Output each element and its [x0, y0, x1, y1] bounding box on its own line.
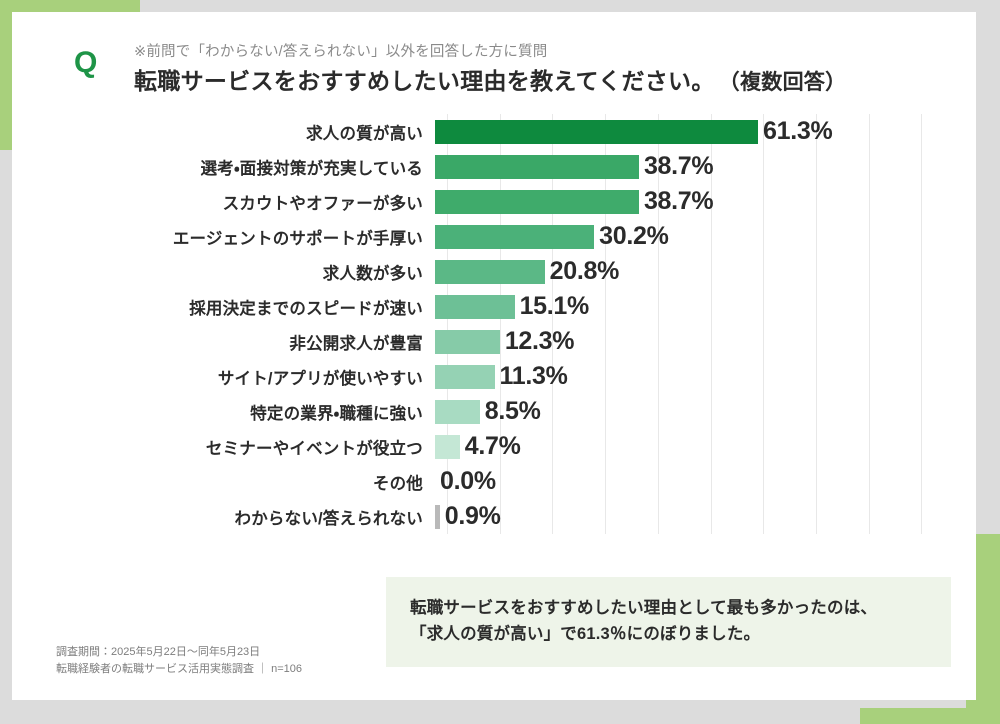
chart-value-label: 15.1% [519, 292, 590, 320]
footer-notes: 調査期間：2025年5月22日〜同年5月23日 転職経験者の転職サービス活用実態… [56, 644, 386, 677]
chart-category-label: 採用決定までのスピードが速い [189, 299, 423, 318]
chart-value-label: 38.7% [643, 152, 714, 180]
chart-bar-track: 15.1% [435, 289, 976, 324]
chart-bar-track: 4.7% [435, 429, 976, 464]
bar-chart: 求人の質が高い 61.3% 選考・面接対策が充実している 38.7% スカウトやオファー… [12, 114, 976, 554]
chart-bar [435, 504, 440, 529]
chart-bar [435, 224, 595, 249]
page-title: 転職サービスをおすすめしたい理由を教えてください。 [134, 68, 715, 94]
chart-bar-track: 38.7% [435, 184, 976, 219]
chart-category-label: サイト/アプリが使いやすい [217, 369, 423, 388]
summary-line-2: 「求人の質が高い」で61.3％にのぼりました。 [410, 625, 761, 643]
chart-category-label: 求人の質が高い [306, 124, 423, 143]
chart-category-label: 求人数が多い [322, 264, 423, 283]
chart-bar-track: 38.7% [435, 149, 976, 184]
chart-row: 求人数が多い 20.8% [12, 254, 976, 289]
question-mark-label: Q [74, 46, 97, 79]
chart-row: 求人の質が高い 61.3% [12, 114, 976, 149]
chart-category-label: その他 [372, 474, 423, 493]
chart-row: エージェントのサポートが手厚い 30.2% [12, 219, 976, 254]
chart-value-label: 20.8% [549, 257, 620, 285]
chart-value-label: 12.3% [504, 327, 575, 355]
chart-value-label: 8.5% [484, 397, 541, 425]
chart-row: セミナーやイベントが役立つ 4.7% [12, 429, 976, 464]
chart-bar-track: 0.0% [435, 464, 976, 499]
multiple-answer-badge: （複数回答） [718, 71, 847, 94]
chart-value-label: 0.0% [440, 467, 496, 495]
chart-row: 選考・面接対策が充実している 38.7% [12, 149, 976, 184]
chart-rows: 求人の質が高い 61.3% 選考・面接対策が充実している 38.7% スカウトやオファー… [12, 114, 976, 534]
chart-category-label: セミナーやイベントが役立つ [205, 439, 423, 458]
chart-category-label: わからない/答えられない [234, 509, 423, 528]
chart-bar [435, 399, 480, 424]
decorative-accent-bottom-right-horizontal [860, 708, 1000, 724]
question-note: ※前問で「わからない/答えられない」以外を回答した方に質問 [134, 44, 548, 60]
chart-value-label: 0.9% [444, 502, 501, 530]
chart-bar-track: 0.9% [435, 499, 976, 534]
chart-bar [435, 154, 639, 179]
question-title-row: 転職サービスをおすすめしたい理由を教えてください。 （複数回答） [134, 62, 846, 96]
chart-category-label: 特定の業界・職種に強い [250, 404, 423, 423]
chart-bar [435, 434, 460, 459]
chart-bar [435, 119, 759, 144]
chart-category-label: エージェントのサポートが手厚い [172, 229, 423, 248]
chart-row: わからない/答えられない 0.9% [12, 499, 976, 534]
chart-bar-track: 20.8% [435, 254, 976, 289]
chart-value-label: 4.7% [464, 432, 521, 460]
summary-callout: 転職サービスをおすすめしたい理由として最も多かったのは、 「求人の質が高い」で6… [386, 577, 951, 667]
chart-bar-track: 30.2% [435, 219, 976, 254]
chart-bar [435, 294, 515, 319]
summary-line-1: 転職サービスをおすすめしたい理由として最も多かったのは、 [410, 599, 878, 618]
chart-bar-track: 61.3% [435, 114, 976, 149]
question-header: Q ※前問で「わからない/答えられない」以外を回答した方に質問 転職サービスをお… [12, 12, 976, 108]
survey-source: 転職経験者の転職サービス活用実態調査 ｜ n=106 [56, 662, 303, 675]
chart-bar-track: 11.3% [435, 359, 976, 394]
chart-value-label: 61.3% [763, 117, 833, 145]
chart-bar-track: 12.3% [435, 324, 976, 359]
chart-category-label: 非公開求人が豊富 [289, 334, 423, 353]
chart-bar-track: 8.5% [435, 394, 976, 429]
chart-category-label: 選考・面接対策が充実している [200, 159, 423, 178]
chart-bar [435, 329, 500, 354]
decorative-accent-top-left-horizontal [0, 0, 140, 12]
chart-value-label: 11.3% [499, 362, 568, 390]
chart-value-label: 38.7% [643, 187, 714, 215]
chart-row: 採用決定までのスピードが速い 15.1% [12, 289, 976, 324]
chart-row: 非公開求人が豊富 12.3% [12, 324, 976, 359]
chart-row: 特定の業界・職種に強い 8.5% [12, 394, 976, 429]
chart-bar [435, 364, 495, 389]
survey-period: 調査期間：2025年5月22日〜同年5月23日 [56, 646, 261, 658]
chart-bar [435, 259, 545, 284]
chart-value-label: 30.2% [599, 222, 669, 250]
chart-bar [435, 189, 639, 214]
chart-category-label: スカウトやオファーが多い [222, 194, 423, 213]
chart-row: スカウトやオファーが多い 38.7% [12, 184, 976, 219]
chart-row: サイト/アプリが使いやすい 11.3% [12, 359, 976, 394]
slide-card: Q ※前問で「わからない/答えられない」以外を回答した方に質問 転職サービスをお… [12, 12, 976, 700]
chart-row: その他 0.0% [12, 464, 976, 499]
